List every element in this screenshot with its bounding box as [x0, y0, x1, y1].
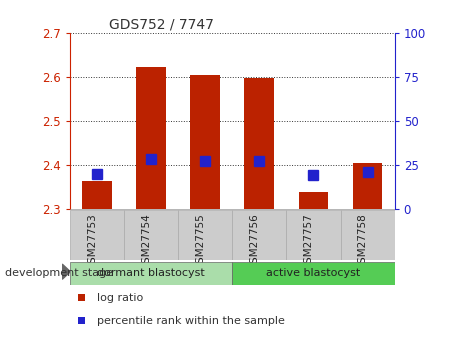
Bar	[178, 210, 232, 260]
Text: percentile rank within the sample: percentile rank within the sample	[97, 316, 285, 326]
Text: GSM27758: GSM27758	[358, 213, 368, 270]
Bar	[70, 210, 124, 260]
Text: GSM27757: GSM27757	[304, 213, 313, 270]
Text: GSM27753: GSM27753	[87, 213, 97, 270]
Polygon shape	[62, 264, 70, 279]
Bar	[78, 294, 85, 301]
Text: development stage: development stage	[5, 268, 113, 278]
Text: GSM27754: GSM27754	[141, 213, 151, 270]
Bar	[124, 210, 178, 260]
Bar	[244, 78, 274, 209]
Bar	[353, 164, 382, 209]
Text: active blastocyst: active blastocyst	[267, 268, 360, 278]
Bar	[299, 193, 328, 209]
Text: GSM27755: GSM27755	[195, 213, 205, 270]
Text: GSM27756: GSM27756	[249, 213, 259, 270]
Text: log ratio: log ratio	[97, 294, 143, 303]
Bar	[82, 181, 112, 209]
Bar	[286, 210, 341, 260]
Bar	[78, 317, 85, 324]
Bar	[232, 210, 286, 260]
Bar	[70, 262, 232, 285]
Bar	[190, 76, 220, 209]
Text: GDS752 / 7747: GDS752 / 7747	[109, 18, 214, 32]
Bar	[232, 262, 395, 285]
Text: dormant blastocyst: dormant blastocyst	[97, 268, 205, 278]
Bar	[341, 210, 395, 260]
Bar	[136, 67, 166, 209]
